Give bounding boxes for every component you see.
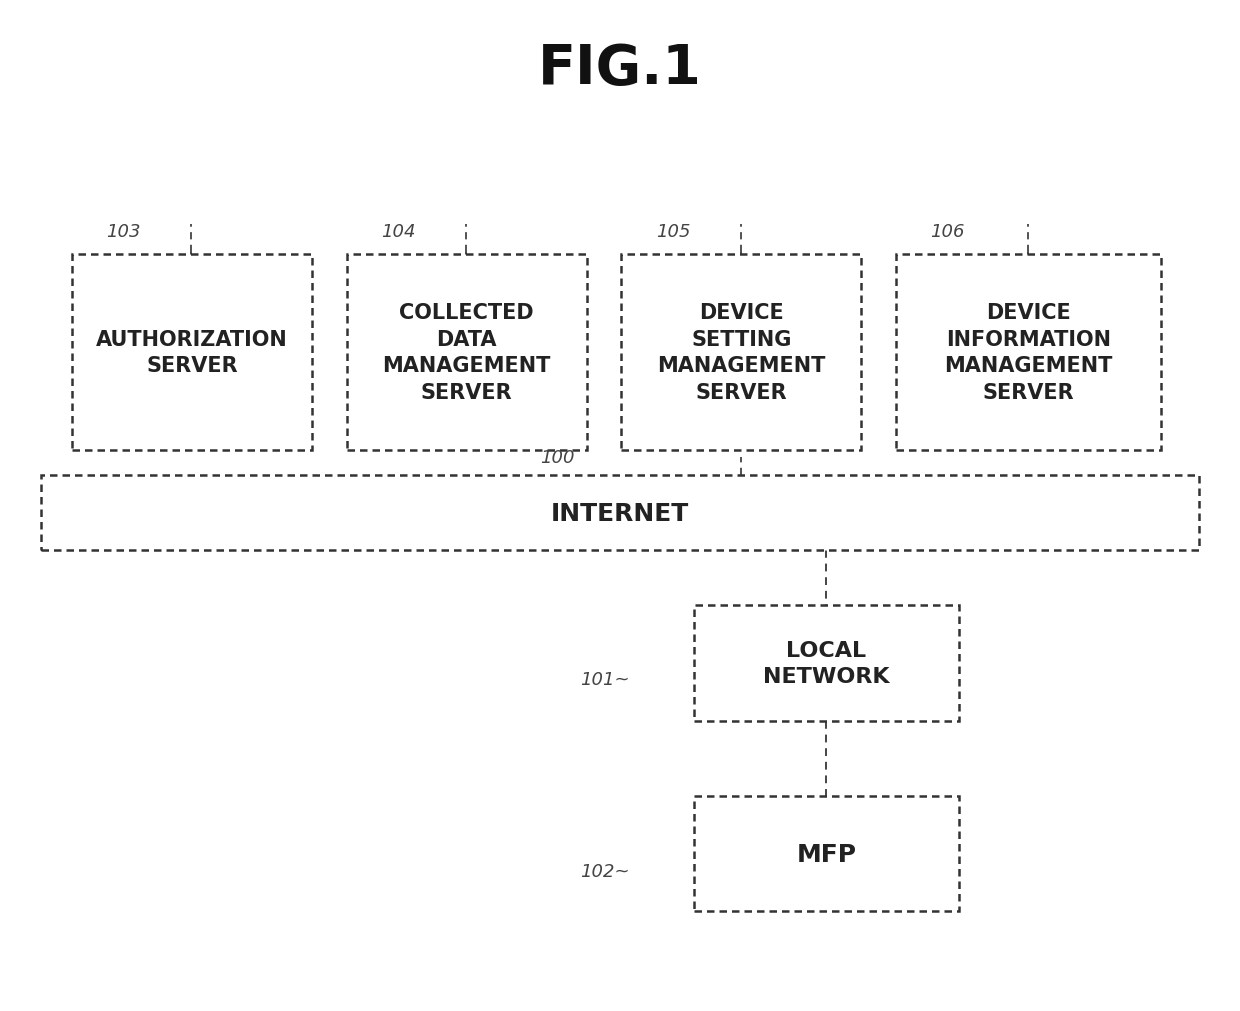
Text: DEVICE
SETTING
MANAGEMENT
SERVER: DEVICE SETTING MANAGEMENT SERVER — [657, 303, 826, 402]
Text: INTERNET: INTERNET — [551, 501, 689, 525]
Text: 101~: 101~ — [580, 670, 630, 687]
Bar — [694, 797, 959, 912]
Bar — [895, 255, 1161, 450]
Text: FIG.1: FIG.1 — [538, 42, 702, 96]
Text: 102~: 102~ — [580, 862, 630, 881]
Text: 100: 100 — [539, 449, 574, 466]
Text: 105: 105 — [656, 222, 691, 241]
Text: AUTHORIZATION
SERVER: AUTHORIZATION SERVER — [97, 330, 288, 376]
Text: 106: 106 — [930, 222, 965, 241]
Bar — [694, 606, 959, 721]
Bar — [41, 475, 1199, 551]
Text: 104: 104 — [381, 222, 415, 241]
Bar — [621, 255, 862, 450]
Text: LOCAL
NETWORK: LOCAL NETWORK — [763, 640, 889, 686]
Text: COLLECTED
DATA
MANAGEMENT
SERVER: COLLECTED DATA MANAGEMENT SERVER — [382, 303, 551, 402]
Text: MFP: MFP — [796, 842, 857, 865]
Bar — [346, 255, 587, 450]
Bar — [72, 255, 312, 450]
Text: DEVICE
INFORMATION
MANAGEMENT
SERVER: DEVICE INFORMATION MANAGEMENT SERVER — [944, 303, 1112, 402]
Text: 103: 103 — [107, 222, 141, 241]
